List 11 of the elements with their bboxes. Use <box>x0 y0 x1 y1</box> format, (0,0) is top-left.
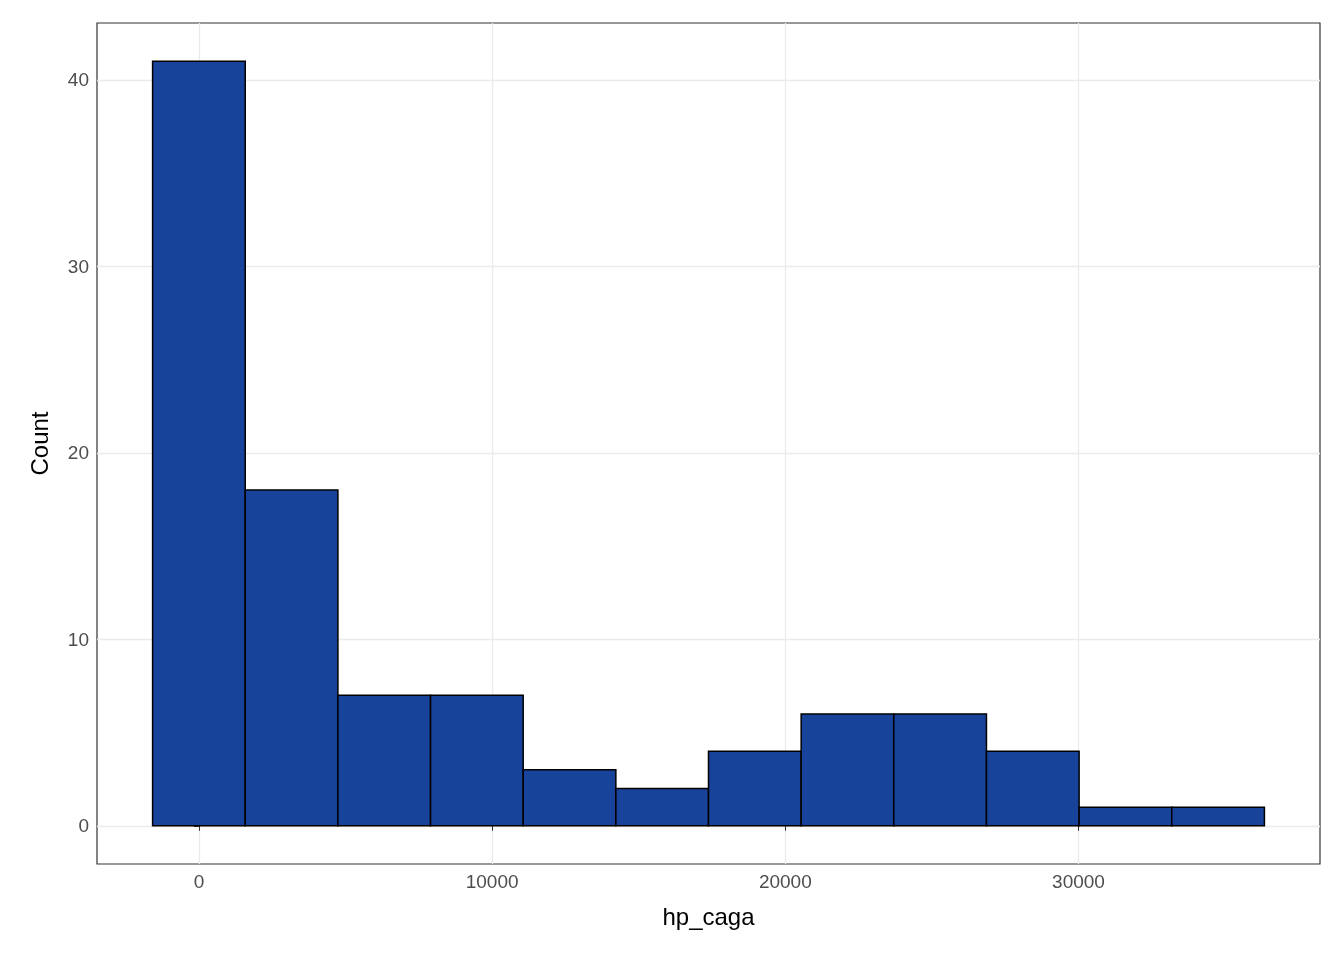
x-axis-title: hp_caga <box>662 902 756 930</box>
y-tick-label: 40 <box>67 69 89 91</box>
y-tick-label: 0 <box>78 815 89 837</box>
x-tick-label: 20000 <box>758 871 812 892</box>
x-tick-label: 0 <box>193 871 205 892</box>
y-tick-label: 10 <box>67 628 89 650</box>
x-tick-label: 30000 <box>1052 871 1105 892</box>
y-tick-label: 20 <box>67 442 89 464</box>
x-tick-label: 10000 <box>465 871 519 892</box>
y-tick-label: 30 <box>67 255 89 277</box>
y-axis-title: Count <box>25 411 53 476</box>
